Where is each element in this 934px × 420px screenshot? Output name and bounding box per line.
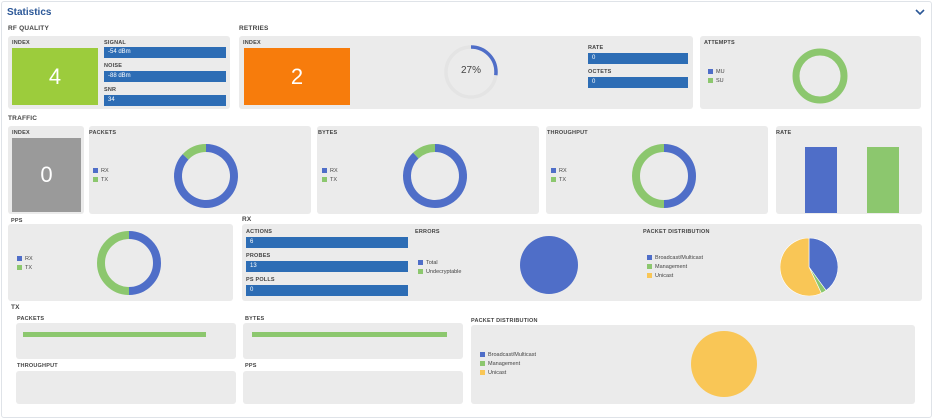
- ps-polls-value: 0: [246, 285, 408, 296]
- donut-segment-rx: [403, 144, 467, 208]
- rate-bar-tx: [867, 147, 899, 213]
- donut-segment-tx: [413, 144, 436, 159]
- probes-label: PROBES: [246, 253, 271, 259]
- rx-distribution-legend: Broadcast/Multicast Management Unicast: [647, 253, 703, 280]
- traffic-packets-legend: RX TX: [93, 166, 109, 184]
- pie-slice-unicast: [780, 238, 822, 296]
- traffic-bytes-label: BYTES: [318, 130, 338, 136]
- donut-segment-su: [792, 48, 848, 104]
- errors-label: ERRORS: [415, 229, 440, 235]
- traffic-index-tile: 0: [12, 138, 81, 212]
- traffic-section-title: TRAFFIC: [8, 115, 38, 122]
- donut-segment-rx: [128, 231, 161, 295]
- traffic-index-label: INDEX: [12, 130, 30, 136]
- tx-bytes-label: BYTES: [245, 316, 265, 322]
- tx-section-title: TX: [11, 304, 20, 311]
- traffic-rate-bar-chart: [805, 147, 899, 213]
- octets-value: 0: [588, 77, 688, 88]
- attempts-legend: MU SU: [708, 67, 725, 85]
- pie-slice-total: [520, 236, 578, 294]
- donut-segment-rx: [663, 144, 696, 208]
- attempts-label: ATTEMPTS: [704, 40, 735, 46]
- traffic-bytes-donut-chart: [403, 144, 467, 208]
- rx-errors-pie-chart: [520, 236, 578, 294]
- retries-percent-label: 27%: [460, 65, 481, 76]
- traffic-pps-legend: RX TX: [17, 254, 33, 272]
- rx-distribution-pie-chart: [780, 238, 838, 296]
- actions-value: 6: [246, 237, 408, 248]
- rx-section-title: RX: [242, 216, 252, 223]
- noise-value: -88 dBm: [104, 71, 226, 82]
- donut-segment-tx: [632, 144, 665, 208]
- actions-label: ACTIONS: [246, 229, 273, 235]
- attempts-donut-chart: [792, 48, 848, 104]
- tx-packets-bar: [23, 332, 206, 337]
- retries-index-tile: 2: [244, 48, 350, 105]
- retries-index-label: INDEX: [243, 40, 261, 46]
- rf-index-label: INDEX: [12, 40, 30, 46]
- tx-pps-panel: [243, 371, 463, 404]
- tx-pps-label: PPS: [245, 363, 257, 369]
- traffic-pps-donut-chart: [97, 231, 161, 295]
- chevron-down-icon[interactable]: [914, 6, 926, 18]
- traffic-bytes-legend: RX TX: [322, 166, 338, 184]
- tx-packets-label: PACKETS: [17, 316, 45, 322]
- probes-value: 13: [246, 261, 408, 272]
- snr-value: 34: [104, 95, 226, 106]
- ps-polls-label: PS POLLS: [246, 277, 275, 283]
- traffic-pps-label: PPS: [11, 218, 23, 224]
- traffic-rate-label: RATE: [776, 130, 792, 136]
- signal-label: SIGNAL: [104, 40, 126, 46]
- snr-label: SNR: [104, 87, 117, 93]
- pie-slice-broadcast-multicast: [808, 238, 838, 291]
- pie-slice-unicast: [691, 331, 757, 397]
- rate-value: 0: [588, 53, 688, 64]
- traffic-throughput-label: THROUGHPUT: [547, 130, 588, 136]
- traffic-throughput-legend: RX TX: [551, 166, 567, 184]
- rx-distribution-label: PACKET DISTRIBUTION: [643, 229, 710, 235]
- tx-throughput-label: THROUGHPUT: [17, 363, 58, 369]
- tx-distribution-pie-chart: [691, 331, 757, 397]
- tx-packets-panel: [16, 323, 236, 359]
- retries-percent-gauge: [444, 45, 498, 99]
- rf-quality-section-title: RF QUALITY: [8, 25, 49, 32]
- tx-distribution-legend: Broadcast/Multicast Management Unicast: [480, 350, 536, 377]
- tx-throughput-panel: [16, 371, 236, 404]
- rate-bar-rx: [805, 147, 837, 213]
- errors-legend: Total Undecryptable: [418, 258, 461, 276]
- donut-segment-tx: [97, 231, 130, 295]
- signal-value: -54 dBm: [104, 47, 226, 58]
- retries-section-title: RETRIES: [239, 25, 269, 32]
- rf-index-tile: 4: [12, 48, 98, 105]
- donut-segment-tx: [182, 144, 207, 160]
- tx-bytes-bar: [252, 332, 447, 337]
- page-title: Statistics: [7, 7, 52, 18]
- traffic-throughput-donut-chart: [632, 144, 696, 208]
- tx-bytes-panel: [243, 323, 463, 359]
- traffic-packets-donut-chart: [174, 144, 238, 208]
- traffic-packets-label: PACKETS: [89, 130, 117, 136]
- tx-distribution-label: PACKET DISTRIBUTION: [471, 318, 538, 324]
- noise-label: NOISE: [104, 63, 123, 69]
- rate-label: RATE: [588, 45, 604, 51]
- octets-label: OCTETS: [588, 69, 612, 75]
- donut-segment-rx: [174, 144, 238, 208]
